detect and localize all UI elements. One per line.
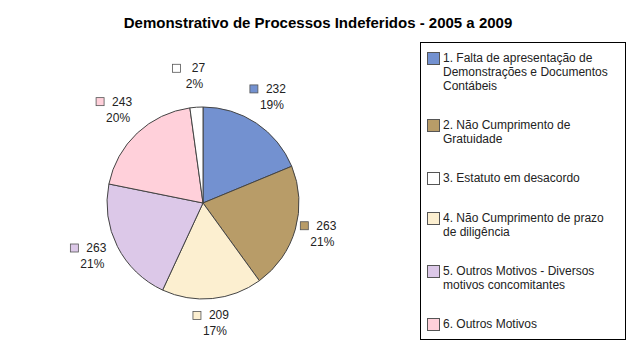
- svg-text:209: 209: [209, 308, 229, 322]
- svg-text:21%: 21%: [80, 257, 104, 271]
- svg-text:2%: 2%: [186, 77, 204, 91]
- svg-text:21%: 21%: [310, 235, 334, 249]
- svg-text:263: 263: [316, 219, 336, 233]
- svg-text:17%: 17%: [203, 324, 227, 338]
- html-text:4. Não Cumprimento de prazo de: 4. Não Cumprimento de prazo de diligênci…: [443, 210, 604, 239]
- html-text:6. Outros Motivos: 6. Outros Motivos: [443, 316, 537, 331]
- html-text:3. Estatuto em desacordo: 3. Estatuto em desacordo: [443, 171, 580, 186]
- svg-text:27: 27: [192, 61, 206, 75]
- svg-text:19%: 19%: [260, 98, 284, 112]
- svg-text:20%: 20%: [106, 111, 130, 125]
- svg-text:243: 243: [112, 95, 132, 109]
- svg-text:263: 263: [86, 241, 106, 255]
- html-text:Demonstrativo de Processos Ind: Demonstrativo de Processos Indeferidos -…: [123, 14, 513, 31]
- svg-text:232: 232: [266, 82, 286, 96]
- html-text:1. Falta de apresentação de De: 1. Falta de apresentação de Demonstraçõe…: [443, 51, 608, 93]
- html-text:5. Outros Motivos - Diversos m: 5. Outros Motivos - Diversos motivos con…: [443, 263, 595, 292]
- html-text:2. Não Cumprimento de Gratuida: 2. Não Cumprimento de Gratuidade: [443, 118, 571, 147]
